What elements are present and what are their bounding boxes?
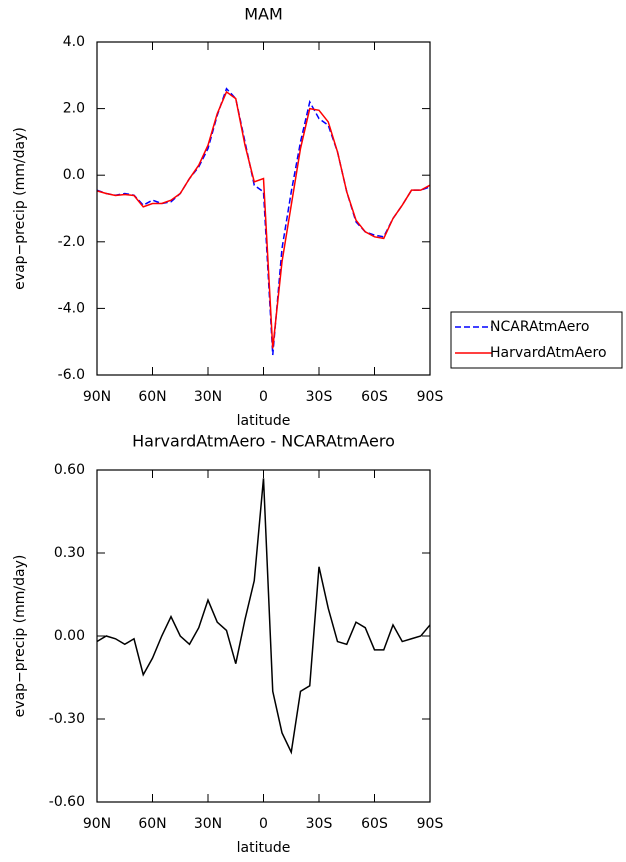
plot-frame: [96, 469, 431, 803]
y-tick-label: -0.60: [49, 794, 85, 810]
y-axis-label: evap−precip (mm/day): [12, 555, 28, 718]
chart-title: MAM: [244, 5, 283, 24]
y-tick-label: 4.0: [63, 34, 85, 50]
x-tick-label: 90S: [417, 816, 444, 832]
x-tick-label: 30N: [194, 389, 222, 405]
x-tick-label: 90N: [83, 816, 111, 832]
y-tick-label: -0.30: [49, 711, 85, 727]
legend-label: HarvardAtmAero: [490, 345, 607, 361]
x-tick-label: 30N: [194, 816, 222, 832]
legend-label: NCARAtmAero: [490, 319, 589, 335]
x-tick-label: 90S: [417, 389, 444, 405]
x-tick-label: 60S: [361, 389, 388, 405]
y-tick-label: -6.0: [58, 367, 85, 383]
plot-frame: [96, 41, 431, 376]
y-tick-label: 0.60: [54, 462, 85, 478]
y-tick-label: 0.0: [63, 167, 85, 183]
x-tick-label: 60S: [361, 816, 388, 832]
y-tick-label: 2.0: [63, 101, 85, 117]
x-tick-label: 60N: [138, 816, 166, 832]
y-tick-label: 0.00: [54, 628, 85, 644]
x-tick-label: 60N: [138, 389, 166, 405]
y-tick-label: -2.0: [58, 234, 85, 250]
x-axis-label: latitude: [237, 413, 291, 429]
y-tick-label: 0.30: [54, 545, 85, 561]
legend-box: [450, 311, 623, 369]
x-tick-label: 0: [259, 816, 268, 832]
x-tick-label: 90N: [83, 389, 111, 405]
y-axis-label: evap−precip (mm/day): [12, 127, 28, 290]
data-line: [96, 90, 431, 349]
data-line: [96, 478, 431, 755]
chart-title: HarvardAtmAero - NCARAtmAero: [132, 432, 395, 451]
x-axis-label: latitude: [237, 840, 291, 856]
data-line: [96, 87, 431, 356]
x-tick-label: 30S: [306, 389, 333, 405]
x-tick-label: 0: [259, 389, 268, 405]
x-tick-label: 30S: [306, 816, 333, 832]
y-tick-label: -4.0: [58, 300, 85, 316]
